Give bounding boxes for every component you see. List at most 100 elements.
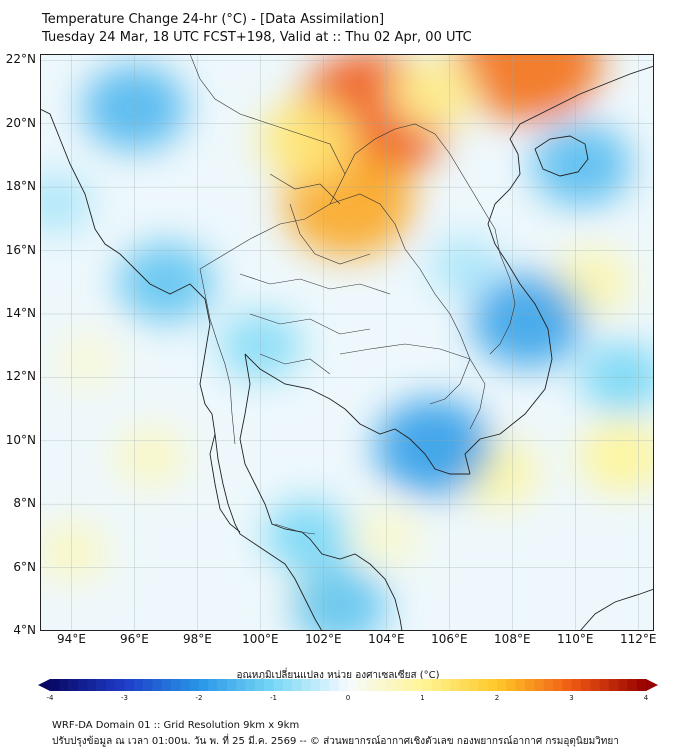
colorbar-cell	[208, 679, 218, 691]
colorbar-cell	[59, 679, 69, 691]
colorbar-tick-label: 4	[643, 694, 649, 702]
footer-update-info: ปรับปรุงข้อมูล ณ เวลา 01:00น. วัน พ. ที่…	[52, 736, 619, 747]
colorbar-cell	[77, 679, 88, 691]
border-thailand-myanmar	[199, 268, 236, 445]
colorbar-cell	[431, 679, 442, 691]
lon-tick-label: 102°E	[305, 632, 342, 646]
colorbar-cell	[636, 679, 647, 691]
colorbar-cell	[459, 679, 470, 691]
lon-tick-label: 94°E	[57, 632, 86, 646]
anomaly-blob	[290, 565, 388, 631]
colorbar-cell	[394, 679, 405, 691]
colorbar-tick-label: 1	[420, 694, 425, 702]
province-lines-1	[239, 273, 391, 295]
coastline-myanmar-west	[40, 108, 241, 533]
coastline-gulf-of-thailand	[244, 353, 470, 475]
colorbar-tick-label: 3	[569, 694, 574, 702]
anomaly-field	[40, 54, 654, 631]
lon-tick-label: 108°E	[494, 632, 531, 646]
colorbar-cell	[226, 679, 237, 691]
colorbar-tick-label: -1	[270, 694, 277, 702]
colorbar-tick-label: 0	[345, 694, 351, 702]
colorbar-cell	[599, 679, 610, 691]
anomaly-blob	[428, 236, 502, 297]
colorbar-cell	[143, 679, 153, 691]
colorbar	[38, 679, 658, 691]
anomaly-blob	[531, 123, 632, 207]
lat-tick-label: 6°N	[13, 559, 36, 574]
colorbar-cell	[422, 679, 433, 691]
anomaly-blob	[113, 426, 187, 488]
lon-tick-label: 98°E	[182, 632, 212, 646]
colorbar-cell	[320, 679, 330, 691]
colorbar-cell	[133, 679, 144, 691]
anomaly-blob	[454, 54, 602, 122]
province-lines-5	[269, 173, 341, 205]
colorbar-cell	[552, 679, 563, 691]
lon-tick-label: 104°E	[368, 632, 405, 646]
coastline-borneo	[579, 588, 654, 631]
colorbar-cell	[171, 679, 181, 691]
anomaly-blob	[40, 172, 93, 234]
colorbar-cell	[348, 679, 358, 691]
province-lines-4	[289, 203, 371, 265]
colorbar-cell	[580, 679, 591, 691]
colorbar-cell	[273, 679, 284, 691]
anomaly-blob	[40, 521, 108, 583]
admin-borders	[189, 54, 516, 535]
colorbar-max-arrow	[646, 679, 658, 691]
colorbar-cell	[403, 679, 414, 691]
colorbar-cell	[366, 679, 377, 691]
anomaly-blob	[579, 420, 654, 493]
anomaly-blob	[54, 333, 121, 390]
lat-tick-label: 14°N	[5, 305, 36, 320]
lon-tick-label: 106°E	[431, 632, 468, 646]
anomaly-blob	[259, 99, 356, 180]
colorbar-cell	[478, 679, 488, 691]
colorbar-tick-label: -2	[195, 694, 203, 702]
colorbar-cell	[497, 679, 507, 691]
colorbar-cell	[245, 679, 256, 691]
colorbar-cell	[338, 679, 349, 691]
colorbar-cell	[310, 679, 321, 691]
border-laos-vietnam	[329, 123, 516, 355]
colorbar-cell	[199, 679, 209, 691]
colorbar-tick-label: 2	[494, 694, 500, 702]
lat-tick-label: 10°N	[5, 432, 36, 447]
colorbar-cell	[217, 679, 228, 691]
province-lines-3	[259, 353, 331, 375]
lat-tick-label: 20°N	[5, 115, 36, 130]
colorbar-cell	[543, 679, 554, 691]
colorbar-cell	[506, 679, 516, 691]
colorbar-cell	[413, 679, 423, 691]
colorbar-cell	[618, 679, 628, 691]
colorbar-cell	[87, 679, 97, 691]
colorbar-cell	[469, 679, 479, 691]
colorbar-cell	[105, 679, 116, 691]
colorbar-cell	[534, 679, 544, 691]
lat-tick-label: 12°N	[5, 369, 36, 384]
graticule	[40, 54, 654, 631]
colorbar-cell	[264, 679, 274, 691]
map-subtitle: Tuesday 24 Mar, 18 UTC FCST+198, Valid a…	[42, 30, 472, 45]
lon-tick-label: 96°E	[120, 632, 149, 646]
map-frame	[40, 54, 654, 631]
lat-tick-label: 22°N	[5, 52, 36, 67]
colorbar-cell	[515, 679, 526, 691]
lon-tick-label: 110°E	[557, 632, 594, 646]
temperature-change-map	[40, 54, 654, 631]
colorbar-cell	[292, 679, 302, 691]
colorbar-min-arrow	[38, 679, 50, 691]
map-title: Temperature Change 24-hr (°C) - [Data As…	[42, 12, 385, 27]
colorbar-cell	[375, 679, 386, 691]
anomaly-blob	[375, 398, 492, 496]
lat-tick-label: 4°N	[13, 623, 36, 637]
colorbar-cell	[487, 679, 498, 691]
colorbar-cell	[180, 679, 190, 691]
colorbar-cell	[50, 679, 60, 691]
colorbar-cell	[115, 679, 125, 691]
coastline-vietnam	[464, 65, 654, 475]
colorbar-title: อุณหภูมิเปลี่ยนแปลง หน่วย องศาเซลเซียส (…	[236, 670, 440, 681]
colorbar-cell	[357, 679, 367, 691]
anomaly-blob	[390, 56, 477, 129]
